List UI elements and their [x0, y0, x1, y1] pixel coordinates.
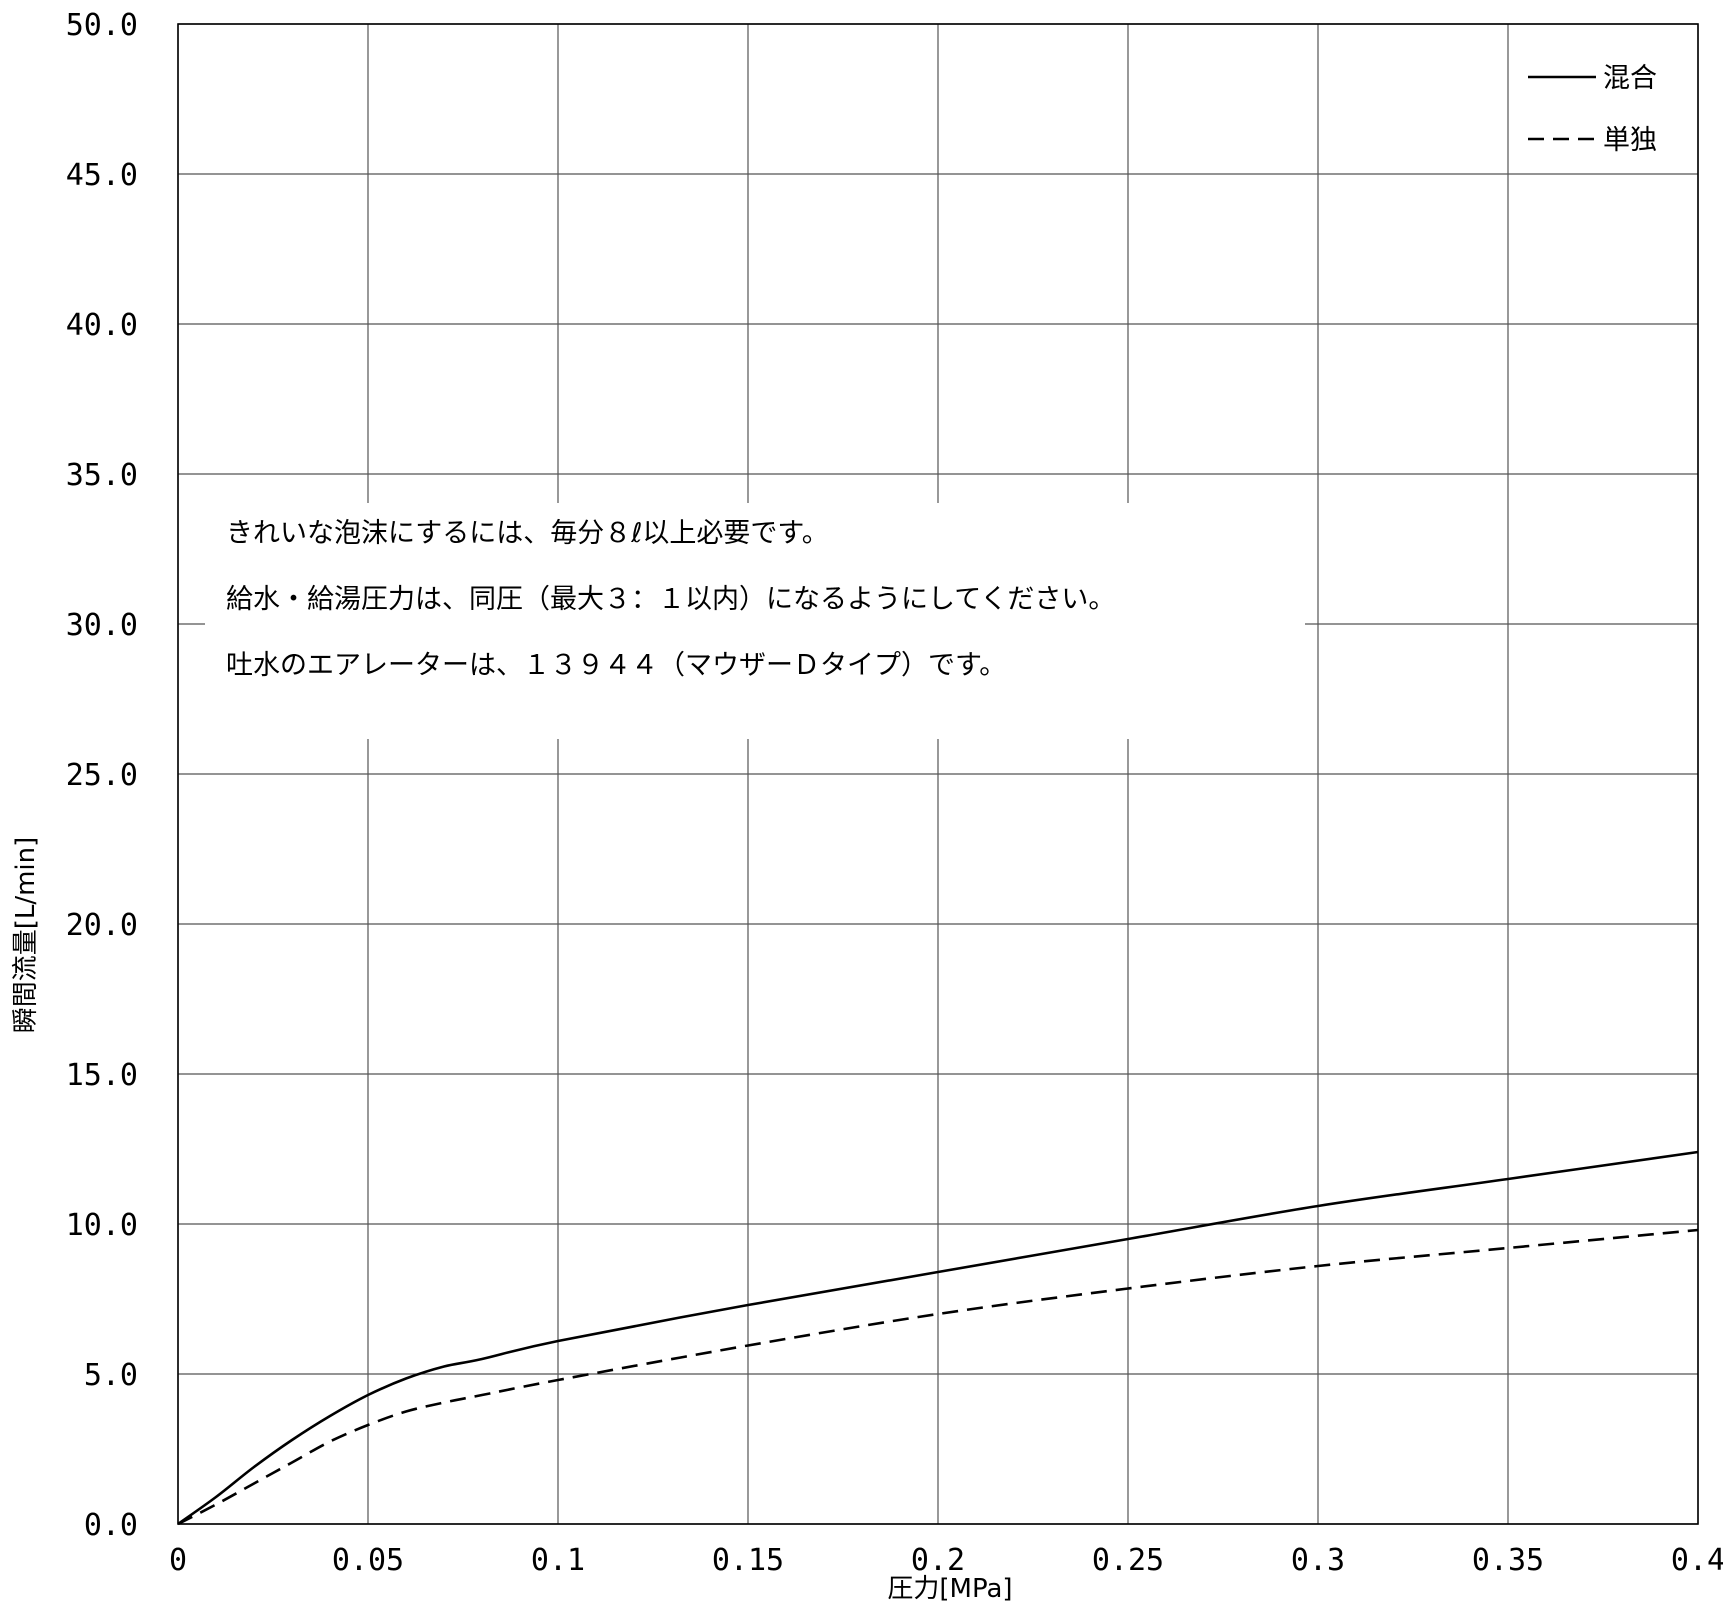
legend-label-mixed: 混合 — [1603, 63, 1657, 94]
y-tick-label: 40.0 — [66, 308, 138, 343]
grid-lines — [177, 23, 1699, 1525]
y-tick-label: 45.0 — [66, 158, 138, 193]
legend-label-single: 単独 — [1603, 125, 1657, 156]
x-axis-ticks: 0 0.05 0.1 0.15 0.2 0.25 0.3 0.35 0.4 — [169, 1543, 1723, 1578]
legend-background — [1510, 48, 1685, 166]
y-tick-label: 15.0 — [66, 1058, 138, 1093]
legend: 混合 単独 — [1510, 48, 1685, 166]
annotation-line-3: 吐水のエアレーターは、１３９４４（マウザーＤタイプ）です。 — [226, 650, 1006, 681]
y-tick-label: 0.0 — [84, 1508, 138, 1543]
x-tick-label: 0 — [169, 1543, 187, 1578]
series-line-single — [177, 1228, 1699, 1526]
y-tick-label: 20.0 — [66, 908, 138, 943]
y-axis-title: 瞬間流量[L/min] — [11, 837, 41, 1034]
x-tick-label: 0.2 — [911, 1543, 965, 1578]
x-tick-label: 0.15 — [712, 1543, 784, 1578]
y-tick-label: 50.0 — [66, 8, 138, 43]
plot-frame — [177, 23, 1699, 1525]
x-tick-label: 0.1 — [531, 1543, 585, 1578]
series-line-mixed — [177, 1150, 1699, 1526]
x-tick-label: 0.05 — [332, 1543, 404, 1578]
y-tick-label: 25.0 — [66, 758, 138, 793]
plot-border — [177, 23, 1699, 1525]
series-layer — [177, 1150, 1699, 1526]
x-tick-label: 0.25 — [1092, 1543, 1164, 1578]
y-tick-label: 5.0 — [84, 1358, 138, 1393]
annotation-line-1: きれいな泡沫にするには、毎分８ℓ以上必要です。 — [226, 518, 829, 549]
y-axis-ticks: 0.0 5.0 10.0 15.0 20.0 25.0 30.0 35.0 40.0 45.0 50… — [66, 8, 138, 1543]
y-tick-label: 30.0 — [66, 608, 138, 643]
y-tick-label: 35.0 — [66, 458, 138, 493]
x-tick-label: 0.35 — [1472, 1543, 1544, 1578]
x-tick-label: 0.3 — [1291, 1543, 1345, 1578]
x-axis-title: 圧力[MPa] — [887, 1574, 1012, 1604]
y-tick-label: 10.0 — [66, 1208, 138, 1243]
annotation-background — [205, 503, 1305, 739]
annotation-line-2: 給水・給湯圧力は、同圧（最大３：１以内）になるようにしてください。 — [226, 584, 1115, 615]
x-tick-label: 0.4 — [1671, 1543, 1723, 1578]
